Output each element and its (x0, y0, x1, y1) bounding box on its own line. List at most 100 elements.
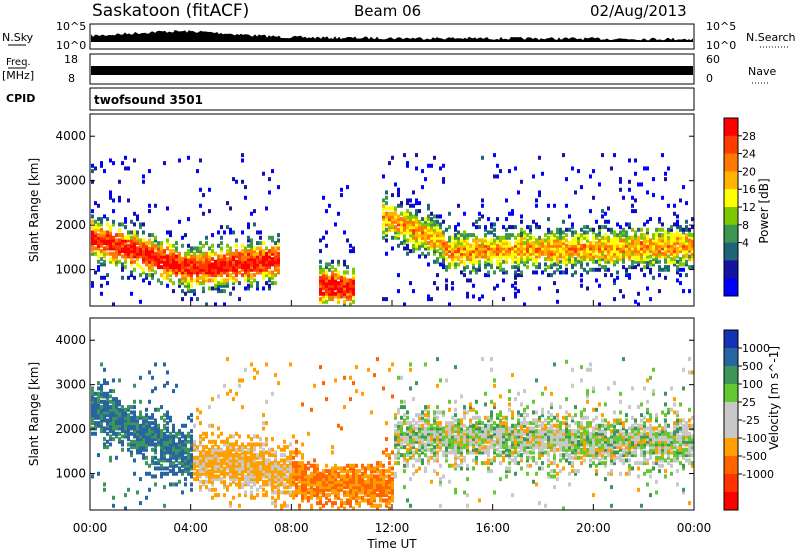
power-cell (274, 246, 277, 251)
velocity-cell (151, 455, 154, 460)
power-cell (430, 246, 433, 251)
velocity-cell (148, 471, 151, 476)
velocity-cell (292, 495, 295, 500)
velocity-cell (208, 474, 211, 479)
power-cell (208, 257, 211, 262)
velocity-cell (205, 453, 208, 458)
power-cell (559, 265, 562, 270)
velocity-cell (409, 442, 412, 447)
power-cell (127, 275, 130, 280)
power-cell (229, 265, 232, 270)
velocity-cell (142, 453, 145, 458)
power-cell (505, 254, 508, 259)
power-cell (607, 251, 610, 256)
velocity-cell (544, 426, 547, 431)
power-cell (226, 225, 229, 230)
velocity-cell (292, 455, 295, 460)
freq-label: Freq. (6, 57, 31, 68)
velocity-cell (379, 490, 382, 495)
velocity-cell (415, 458, 418, 463)
power-cell (274, 249, 277, 254)
velocity-cell (427, 415, 430, 420)
velocity-cell (457, 445, 460, 450)
velocity-cell (196, 445, 199, 450)
power-cell (109, 233, 112, 238)
velocity-cell (106, 413, 109, 418)
power-cell (250, 262, 253, 267)
power-cell (250, 273, 253, 278)
power-cell (628, 254, 631, 259)
power-cell (595, 259, 598, 264)
power-cell (607, 235, 610, 240)
velocity-cell (184, 455, 187, 460)
velocity-cell (349, 495, 352, 500)
power-cell (430, 163, 433, 168)
velocity-cell (454, 466, 457, 471)
power-cell (478, 217, 481, 222)
velocity-cell (463, 410, 466, 415)
velocity-cell (337, 479, 340, 484)
power-cell (142, 249, 145, 254)
power-cell (634, 230, 637, 235)
power-cell (265, 206, 268, 211)
power-cell (526, 265, 529, 270)
velocity-cell (535, 410, 538, 415)
power-cell (547, 243, 550, 248)
velocity-cell (394, 455, 397, 460)
velocity-cell (499, 421, 502, 426)
power-cell (688, 254, 691, 259)
power-cell (256, 246, 259, 251)
velocity-cell (397, 423, 400, 428)
velocity-cell (163, 423, 166, 428)
velocity-cell (277, 487, 280, 492)
power-cell (670, 233, 673, 238)
power-cell (637, 262, 640, 267)
velocity-cell (490, 415, 493, 420)
power-cell (604, 225, 607, 230)
power-cell (631, 241, 634, 246)
power-cell (472, 267, 475, 272)
velocity-cell (292, 493, 295, 498)
power-cell (253, 259, 256, 264)
power-cell (613, 278, 616, 283)
velocity-cell (190, 429, 193, 434)
velocity-cell (337, 423, 340, 428)
nsearch-label: N.Search (746, 31, 796, 44)
velocity-cell (163, 445, 166, 450)
velocity-cell (235, 463, 238, 468)
velocity-cell (499, 442, 502, 447)
power-cell (328, 278, 331, 283)
power-cell (394, 235, 397, 240)
velocity-cell (496, 413, 499, 418)
velocity-cell (256, 442, 259, 447)
velocity-cell (439, 445, 442, 450)
velocity-cell (91, 418, 94, 423)
velocity-cell (370, 503, 373, 508)
velocity-cell (484, 461, 487, 466)
power-cell (613, 254, 616, 259)
power-cell (463, 249, 466, 254)
power-cell (97, 225, 100, 230)
velocity-cell (145, 439, 148, 444)
velocity-cell (157, 437, 160, 442)
power-cell (436, 235, 439, 240)
power-cell (130, 254, 133, 259)
velocity-cell (328, 474, 331, 479)
velocity-cell (130, 423, 133, 428)
power-cell (553, 257, 556, 262)
velocity-cell (409, 445, 412, 450)
velocity-cell (505, 445, 508, 450)
power-cell (433, 155, 436, 160)
power-cell (94, 235, 97, 240)
velocity-cell (214, 458, 217, 463)
velocity-cell (133, 445, 136, 450)
power-cell (676, 249, 679, 254)
velocity-cell (178, 466, 181, 471)
velocity-cell (316, 479, 319, 484)
power-cell (217, 257, 220, 262)
velocity-cell (298, 490, 301, 495)
power-cell (400, 211, 403, 216)
power-cell (145, 273, 148, 278)
power-cell (235, 238, 238, 243)
power-cell (277, 251, 280, 256)
